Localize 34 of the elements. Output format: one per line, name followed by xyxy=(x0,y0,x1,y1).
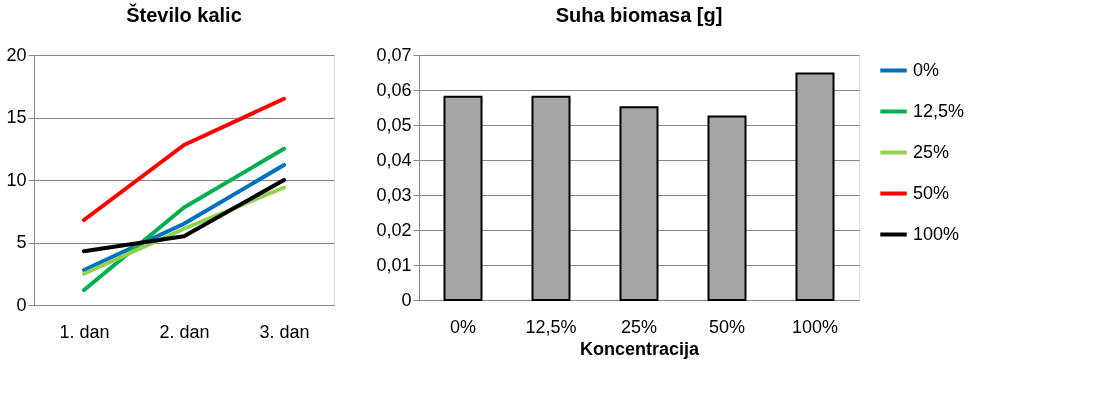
x-tick-label: 2. dan xyxy=(159,321,210,342)
y-tick-label: 0 xyxy=(16,294,27,315)
legend-label: 50% xyxy=(913,182,950,203)
x-tick-label: 25% xyxy=(620,316,658,337)
x-tick-label: 1. dan xyxy=(59,321,110,342)
bar xyxy=(531,95,571,301)
bar xyxy=(619,106,659,301)
y-tick-label: 0,03 xyxy=(376,184,412,205)
y-tick-label: 0,04 xyxy=(376,149,412,170)
y-tick-label: 15 xyxy=(6,107,27,127)
x-tick-label: 0% xyxy=(449,316,477,337)
chart-title: Suha biomasa [g] xyxy=(555,4,723,26)
y-tick-label: 0,05 xyxy=(376,114,412,135)
x-axis-title: Koncentracija xyxy=(579,338,700,359)
y-tick-label: 10 xyxy=(6,169,27,190)
y-tick-label: 0 xyxy=(401,289,412,310)
bar xyxy=(443,95,483,301)
legend-label: 100% xyxy=(913,223,960,244)
y-tick-label: 0,01 xyxy=(376,254,412,275)
y-tick-label: 20 xyxy=(6,44,27,65)
x-tick-label: 50% xyxy=(708,316,746,337)
y-tick-label: 0,02 xyxy=(376,219,412,240)
x-tick-label: 100% xyxy=(791,316,839,337)
y-tick-label: 0,07 xyxy=(376,44,412,65)
legend-label: 12,5% xyxy=(913,100,965,121)
legend-label: 0% xyxy=(913,59,940,80)
y-tick-label: 5 xyxy=(16,232,27,252)
bar xyxy=(795,72,835,301)
legend-label: 25% xyxy=(913,141,950,162)
x-tick-label: 12,5% xyxy=(525,316,577,337)
bar xyxy=(707,115,747,301)
x-tick-label: 3. dan xyxy=(259,321,310,342)
y-tick-label: 0,06 xyxy=(376,79,412,100)
chart-title: Število kalic xyxy=(126,3,242,26)
